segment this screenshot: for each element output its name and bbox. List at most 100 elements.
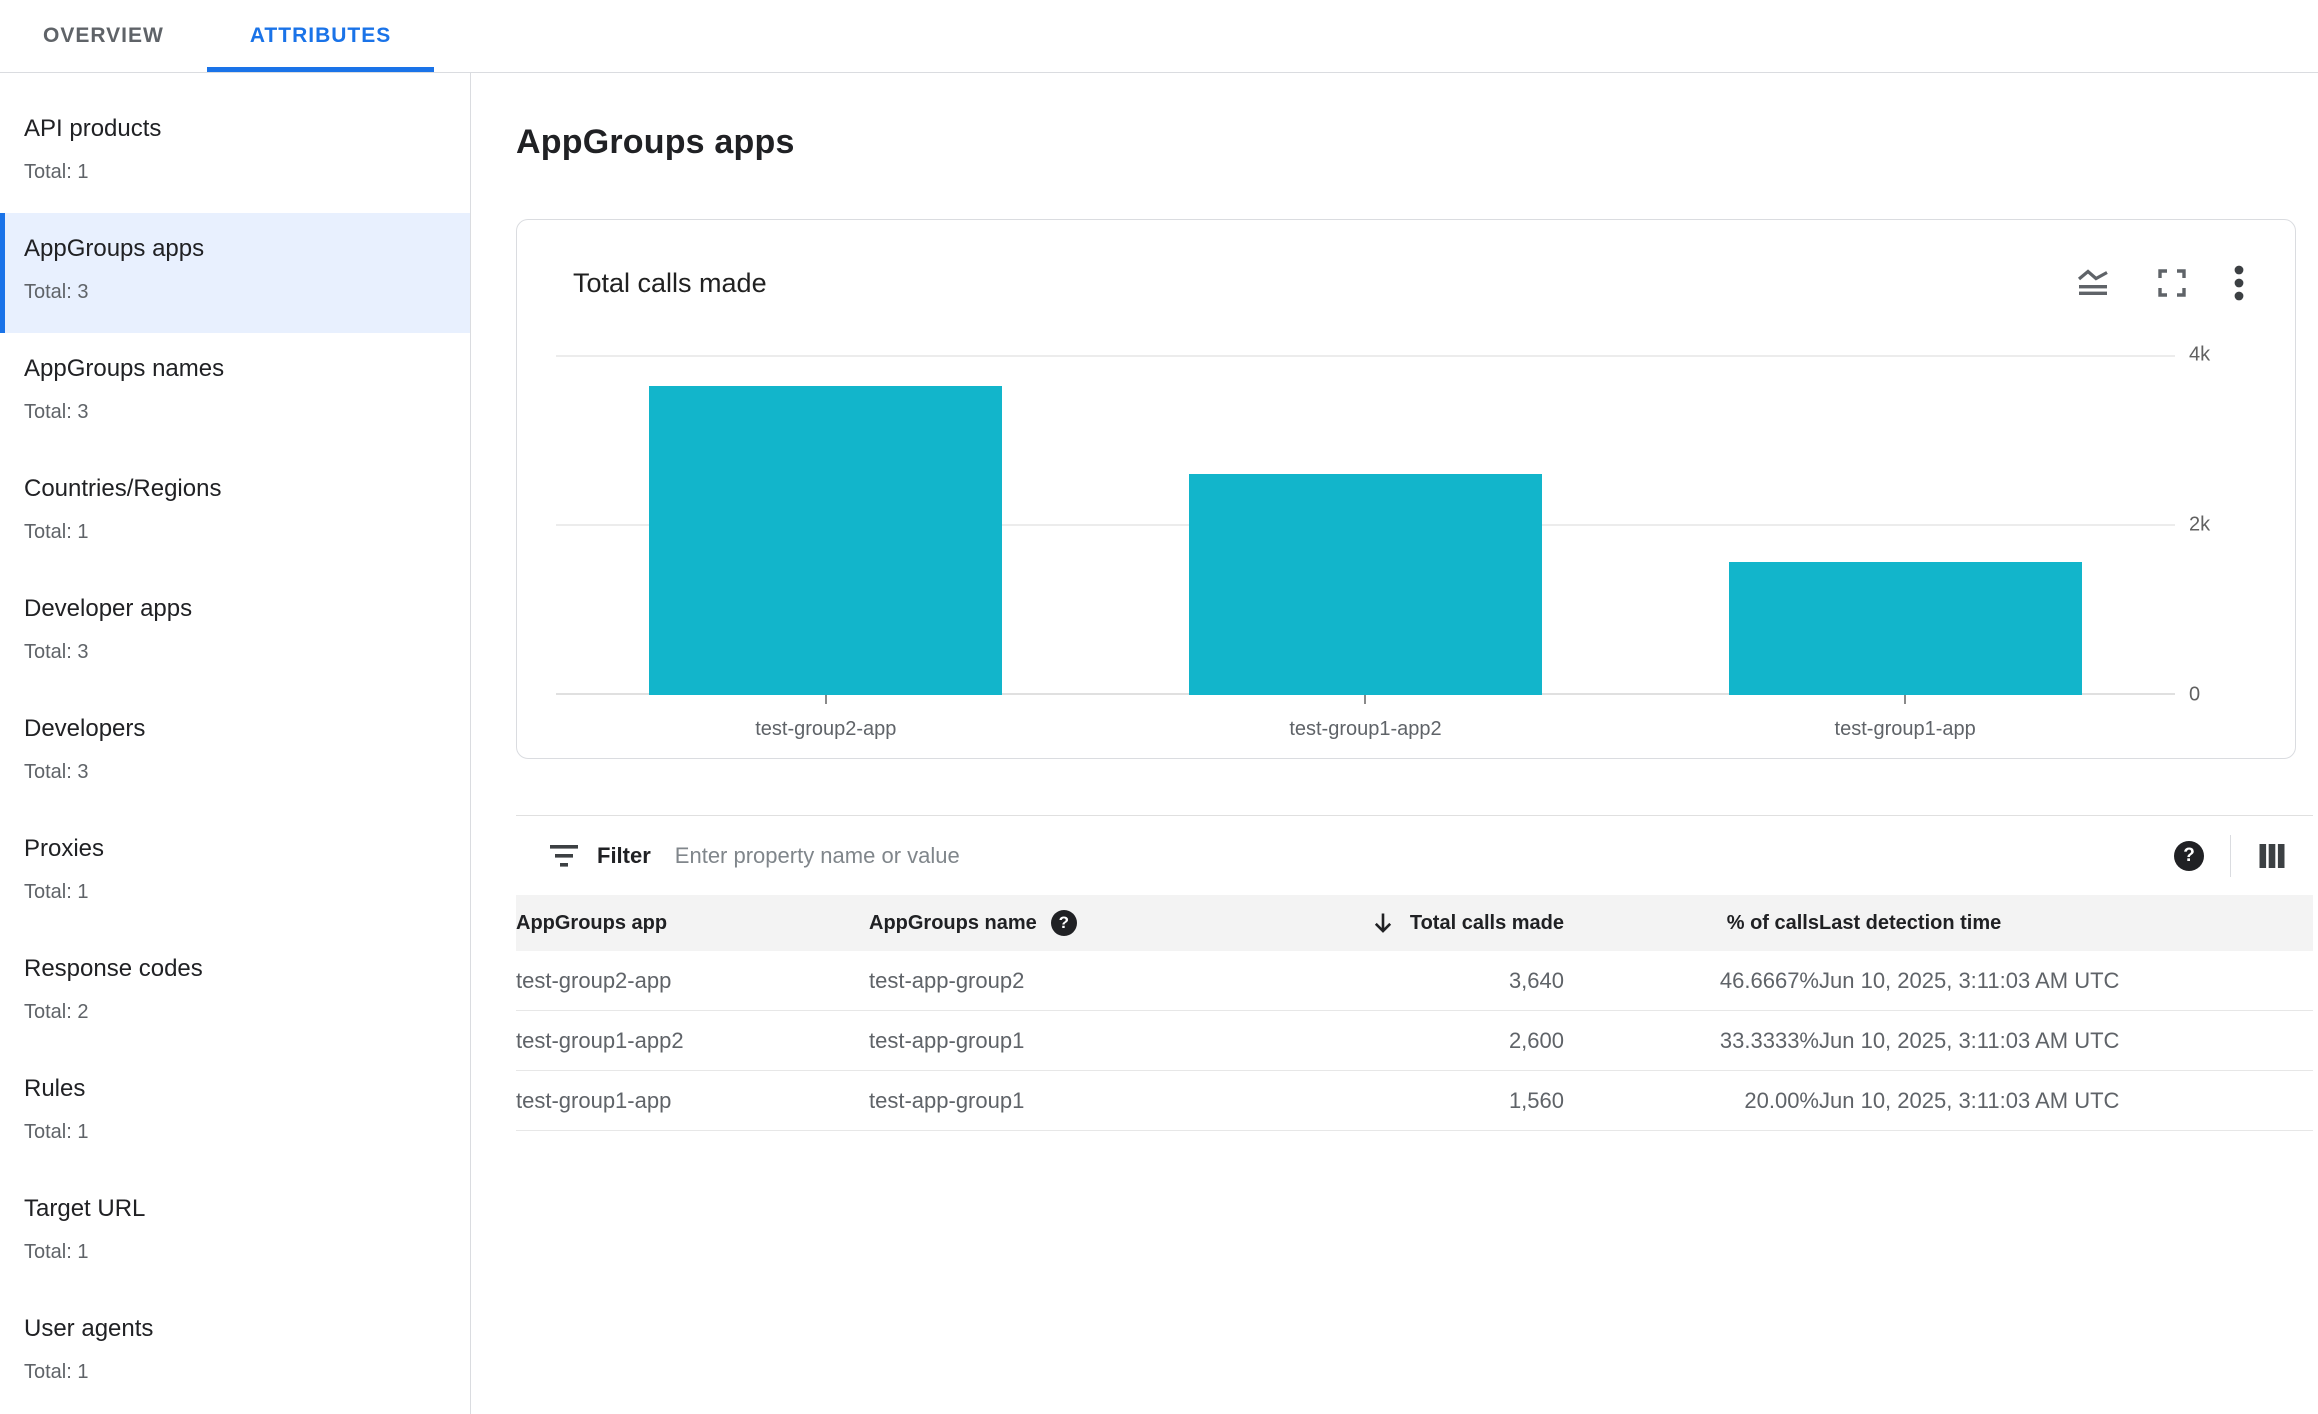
cell-appgroups-app: test-group2-app <box>516 951 869 1011</box>
sidebar-item-label: User agents <box>24 1315 154 1342</box>
table-header-row: AppGroups app AppGroups name? Total calls … <box>516 895 2313 951</box>
y-axis-label: 4k <box>2189 343 2211 366</box>
cell-appgroups-name: test-app-group1 <box>869 1010 1269 1071</box>
bar-test-group2-app[interactable] <box>649 385 1003 695</box>
cell-appgroups-name: test-app-group2 <box>869 951 1269 1011</box>
sidebar-item-proxies[interactable]: Proxies Total: 1 <box>0 813 470 933</box>
column-header-total-calls-made[interactable]: Total calls made <box>1269 895 1564 951</box>
sidebar-item-developer-apps[interactable]: Developer apps Total: 3 <box>0 573 470 693</box>
content-row: API products Total: 1 AppGroups apps Total:… <box>0 73 2318 1414</box>
chart-slot: test-group1-app2 <box>1096 355 1636 740</box>
column-settings-icon[interactable] <box>2257 841 2287 871</box>
sidebar-item-total: Total: 1 <box>24 521 89 543</box>
sidebar-item-label: Proxies <box>24 835 105 862</box>
sidebar-item-label: Target URL <box>24 1195 146 1222</box>
filter-label: Filter <box>597 842 651 868</box>
sidebar-item-rules[interactable]: Rules Total: 1 <box>0 1053 470 1173</box>
table-row: test-group2-app test-app-group2 3,640 46.66… <box>516 951 2313 1011</box>
main-content: AppGroups apps Total calls made <box>471 73 2318 1414</box>
column-header-content: Total calls made <box>1269 910 1564 936</box>
chart-slot: test-group2-app <box>556 355 1096 740</box>
cell-last-detection-time: Jun 10, 2025, 3:11:03 AM UTC <box>1819 951 2313 1011</box>
column-header-content: AppGroups app <box>516 912 869 935</box>
sidebar-item-total: Total: 3 <box>24 281 89 303</box>
tab-overview[interactable]: OVERVIEW <box>43 24 164 47</box>
chart-card: Total calls made <box>516 219 2296 759</box>
more-options-icon[interactable] <box>2233 264 2245 302</box>
attributes-sidebar: API products Total: 1 AppGroups apps Total:… <box>0 73 471 1414</box>
sidebar-item-developers[interactable]: Developers Total: 3 <box>0 693 470 813</box>
chart-type-icon[interactable] <box>2075 265 2111 301</box>
sidebar-item-user-agents[interactable]: User agents Total: 1 <box>0 1293 470 1413</box>
tab-bar: OVERVIEW ATTRIBUTES <box>0 0 2318 73</box>
filter-input[interactable] <box>672 841 2174 870</box>
page-title: AppGroups apps <box>516 123 795 161</box>
sidebar-item-label: AppGroups names <box>24 355 225 382</box>
chart-card-actions <box>2075 264 2245 302</box>
sidebar-item-label: AppGroups apps <box>24 235 205 262</box>
column-header-content: AppGroups name? <box>869 910 1269 936</box>
sidebar-item-api-products[interactable]: API products Total: 1 <box>0 93 470 213</box>
sidebar-item-label: Rules <box>24 1075 86 1102</box>
cell-appgroups-app: test-group1-app <box>516 1070 869 1131</box>
cell-last-detection-time: Jun 10, 2025, 3:11:03 AM UTC <box>1819 1070 2313 1131</box>
filter-bar: Filter ? <box>516 816 2313 895</box>
help-icon[interactable]: ? <box>1050 910 1077 936</box>
x-axis-tick <box>1364 695 1367 704</box>
fullscreen-icon[interactable] <box>2155 266 2189 300</box>
column-header-label: % of calls <box>1726 911 1819 934</box>
column-header-appgroups-app[interactable]: AppGroups app <box>516 895 869 951</box>
cell-appgroups-name: test-app-group1 <box>869 1070 1269 1131</box>
column-header-label: AppGroups name <box>869 911 1037 934</box>
sidebar-item-response-codes[interactable]: Response codes Total: 2 <box>0 933 470 1053</box>
cell-of-calls: 46.6667% <box>1564 951 1819 1011</box>
column-header-content: Last detection time <box>1819 912 2313 935</box>
x-axis-label: test-group2-app <box>755 718 897 740</box>
column-header-last-detection-time[interactable]: Last detection time <box>1819 895 2313 951</box>
x-axis-tick <box>1904 695 1907 704</box>
column-header-of-calls[interactable]: % of calls <box>1564 895 1819 951</box>
gridline <box>556 355 2175 357</box>
sidebar-item-target-url[interactable]: Target URL Total: 1 <box>0 1173 470 1293</box>
sidebar-item-label: Developer apps <box>24 595 193 622</box>
sidebar-item-total: Total: 1 <box>24 161 89 183</box>
sidebar-item-total: Total: 3 <box>24 641 89 663</box>
cell-total-calls-made: 2,600 <box>1269 1010 1564 1071</box>
cell-total-calls-made: 1,560 <box>1269 1070 1564 1131</box>
column-header-label: Total calls made <box>1409 911 1564 934</box>
sidebar-item-total: Total: 1 <box>24 1241 89 1263</box>
sidebar-item-label: Countries/Regions <box>24 475 222 502</box>
table-panel: Filter ? AppGroups app AppGroups name? Tot… <box>516 815 2313 1131</box>
table-row: test-group1-app test-app-group1 1,560 20.00… <box>516 1070 2313 1131</box>
bar-chart-plot: 4k 2k 0 test-group2-app test-group1-app2 test… <box>556 344 2210 740</box>
attributes-table: AppGroups app AppGroups name? Total calls … <box>516 895 2313 1131</box>
table-row: test-group1-app2 test-app-group1 2,600 33.3… <box>516 1010 2313 1071</box>
x-axis-label: test-group1-app2 <box>1289 718 1442 740</box>
sidebar-item-label: API products <box>24 115 162 142</box>
cell-appgroups-app: test-group1-app2 <box>516 1010 869 1071</box>
sidebar-item-appgroups-names[interactable]: AppGroups names Total: 3 <box>0 333 470 453</box>
cell-last-detection-time: Jun 10, 2025, 3:11:03 AM UTC <box>1819 1010 2313 1071</box>
sidebar-item-total: Total: 1 <box>24 881 89 903</box>
help-icon[interactable]: ? <box>2174 840 2204 871</box>
sidebar-item-total: Total: 1 <box>24 1361 89 1383</box>
sort-desc-arrow-icon[interactable] <box>1370 910 1396 936</box>
sidebar-item-countries-regions[interactable]: Countries/Regions Total: 1 <box>0 453 470 573</box>
filter-icon <box>549 842 579 870</box>
cell-total-calls-made: 3,640 <box>1269 951 1564 1011</box>
sidebar-item-total: Total: 3 <box>24 401 89 423</box>
chart-card-header: Total calls made <box>517 220 2295 302</box>
tab-attributes[interactable]: ATTRIBUTES <box>206 0 435 72</box>
sidebar-item-total: Total: 1 <box>24 1121 89 1143</box>
bar-test-group1-app2[interactable] <box>1189 474 1542 695</box>
column-header-appgroups-name[interactable]: AppGroups name? <box>869 895 1269 951</box>
x-axis-label: test-group1-app <box>1834 718 1976 740</box>
column-header-content: % of calls <box>1564 912 1819 935</box>
column-header-label: Last detection time <box>1819 911 2002 934</box>
bar-test-group1-app[interactable] <box>1728 562 2082 695</box>
cell-of-calls: 33.3333% <box>1564 1010 1819 1071</box>
sidebar-item-appgroups-apps[interactable]: AppGroups apps Total: 3 <box>0 213 470 333</box>
chart-title: Total calls made <box>573 267 767 298</box>
x-axis-tick <box>824 695 827 704</box>
